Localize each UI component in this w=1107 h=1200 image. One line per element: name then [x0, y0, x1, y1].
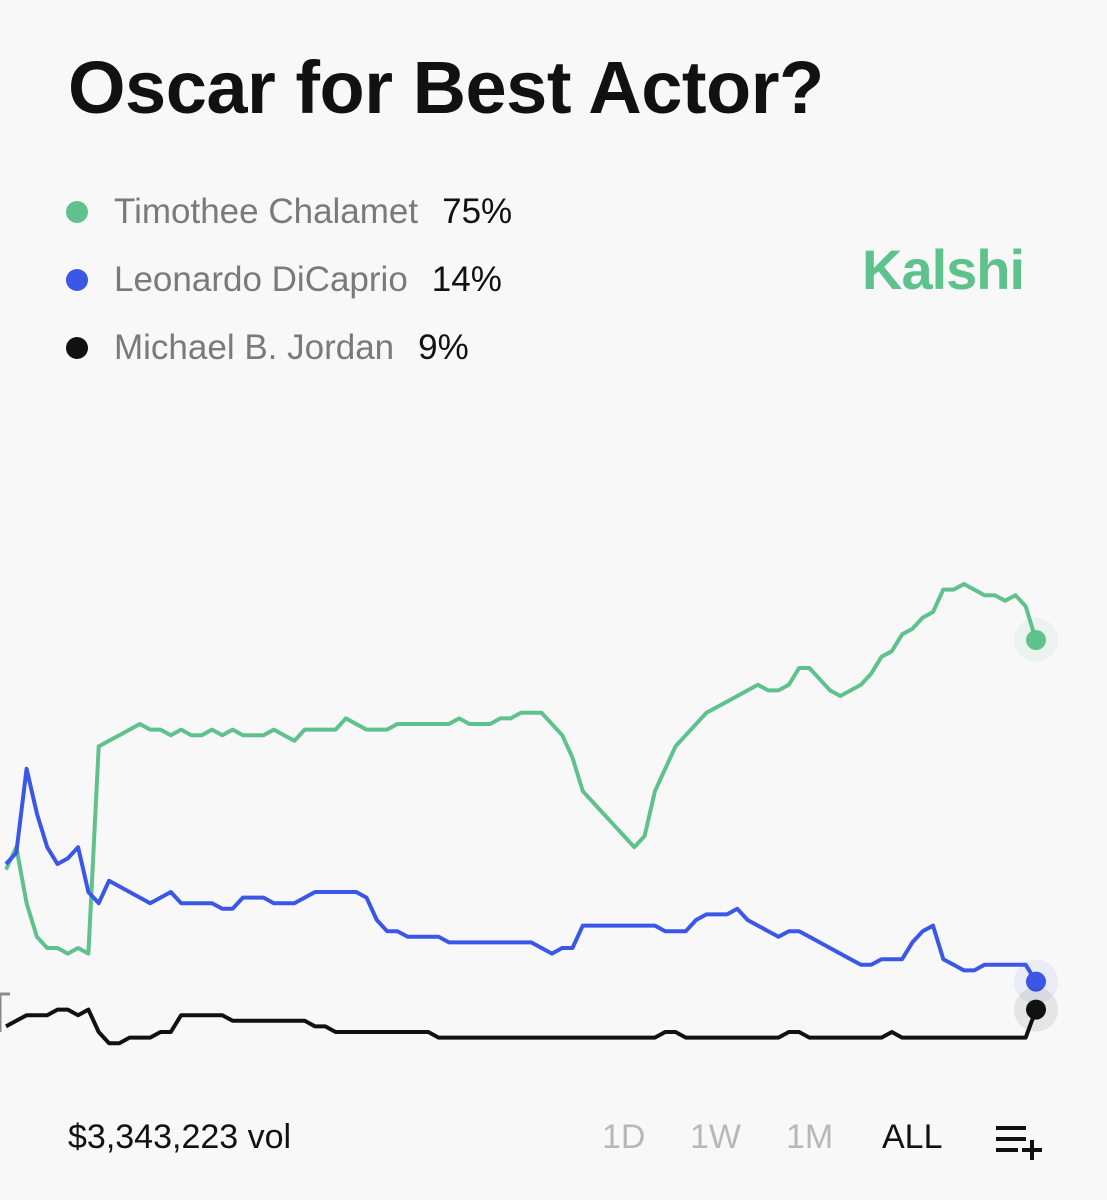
brand-logo: Kalshi: [862, 238, 1025, 301]
baseline-stub: [0, 992, 10, 1032]
legend-item-dicaprio: Leonardo DiCaprio 14%: [66, 246, 512, 314]
legend-item-jordan: Michael B. Jordan 9%: [66, 314, 512, 382]
legend-name: Leonardo DiCaprio: [114, 260, 408, 299]
list-add-icon[interactable]: [996, 1122, 1044, 1162]
range-all-button[interactable]: ALL: [882, 1118, 943, 1156]
series-line-chalamet: [4, 582, 1038, 956]
legend-percent: 75%: [442, 192, 513, 231]
legend-item-chalamet: Timothee Chalamet 75%: [66, 178, 512, 246]
legend-percent: 9%: [418, 328, 469, 367]
endpoint-marker-chalamet[interactable]: [1026, 630, 1046, 650]
page-title: Oscar for Best Actor?: [68, 46, 824, 129]
legend-dot-icon: [66, 337, 88, 359]
legend-percent: 14%: [431, 260, 502, 299]
chart-footer: $3,343,223 vol 1D 1W 1M ALL: [0, 1110, 1107, 1170]
legend-name: Michael B. Jordan: [114, 328, 395, 367]
endpoint-marker-jordan[interactable]: [1026, 999, 1046, 1020]
range-1m-button[interactable]: 1M: [786, 1118, 834, 1156]
range-1d-button[interactable]: 1D: [602, 1118, 646, 1156]
range-1w-button[interactable]: 1W: [690, 1118, 741, 1156]
endpoint-marker-dicaprio[interactable]: [1026, 971, 1046, 992]
legend-dot-icon: [66, 201, 88, 223]
line-chart: [0, 582, 1058, 1046]
chart-legend: Timothee Chalamet 75% Leonardo DiCaprio …: [66, 178, 512, 382]
series-line-dicaprio: [4, 766, 1038, 983]
legend-name: Timothee Chalamet: [114, 192, 419, 231]
legend-dot-icon: [66, 269, 88, 291]
volume-label: $3,343,223 vol: [68, 1118, 292, 1156]
series-line-jordan: [5, 1007, 1038, 1046]
